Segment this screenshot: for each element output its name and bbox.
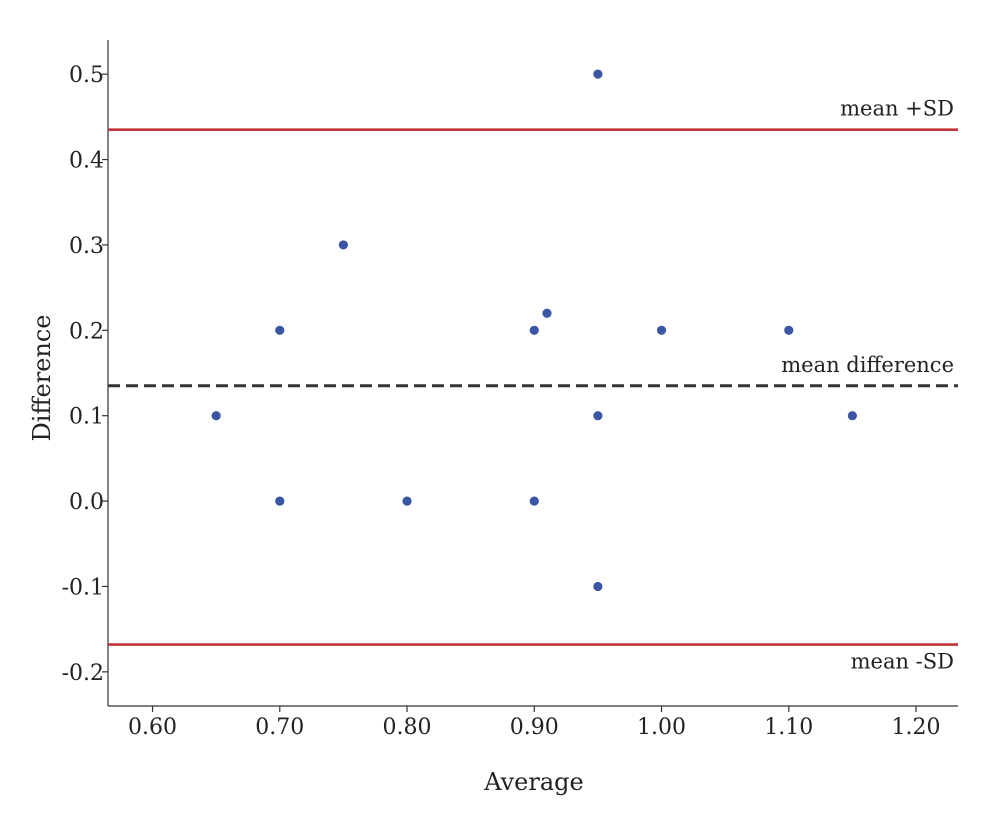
x-axis-title: Average bbox=[483, 768, 583, 796]
data-point bbox=[211, 411, 221, 421]
y-tick-label: 0.5 bbox=[69, 63, 104, 88]
y-tick-label: 0.0 bbox=[69, 490, 104, 515]
y-axis-title: Difference bbox=[28, 315, 56, 442]
x-tick-label: 1.10 bbox=[764, 715, 813, 740]
reference-line-label: mean -SD bbox=[851, 650, 954, 674]
data-point bbox=[656, 325, 667, 335]
reference-line-label: mean +SD bbox=[840, 97, 954, 121]
y-tick-label: 0.2 bbox=[69, 319, 104, 344]
x-tick-label: 0.60 bbox=[128, 715, 177, 740]
data-point bbox=[338, 240, 349, 250]
axes bbox=[107, 40, 958, 707]
data-point bbox=[593, 69, 603, 79]
data-point bbox=[593, 581, 603, 592]
x-tick-label: 0.90 bbox=[510, 715, 559, 740]
y-tick-label: -0.2 bbox=[62, 661, 104, 686]
data-point bbox=[847, 411, 857, 421]
data-point bbox=[529, 496, 539, 506]
data-point bbox=[402, 496, 412, 506]
data-point bbox=[542, 308, 552, 318]
x-tick-label: 1.00 bbox=[637, 715, 686, 740]
data-point bbox=[529, 325, 539, 335]
x-tick-label: 0.70 bbox=[255, 715, 304, 740]
data-point bbox=[275, 496, 285, 506]
data-point bbox=[784, 325, 794, 335]
x-tick-label: 0.80 bbox=[383, 715, 432, 740]
reference-line-label: mean difference bbox=[781, 353, 954, 377]
x-axis-ticks: 0.60 0.70 0.80 0.90 1.00 1.10 1.20 bbox=[128, 706, 941, 740]
data-points bbox=[211, 69, 857, 592]
data-point bbox=[275, 325, 285, 335]
y-tick-label: 0.1 bbox=[69, 405, 104, 430]
y-tick-label: 0.4 bbox=[69, 149, 104, 174]
x-tick-label: 1.20 bbox=[892, 715, 941, 740]
reference-lines: mean +SD mean difference mean -SD bbox=[108, 97, 958, 674]
y-axis-ticks: 0.5 0.4 0.3 0.2 0.1 0.0 -0.1 -0.2 bbox=[62, 63, 108, 686]
data-point bbox=[593, 411, 603, 421]
y-tick-label: -0.1 bbox=[62, 575, 104, 600]
y-tick-label: 0.3 bbox=[69, 234, 104, 259]
